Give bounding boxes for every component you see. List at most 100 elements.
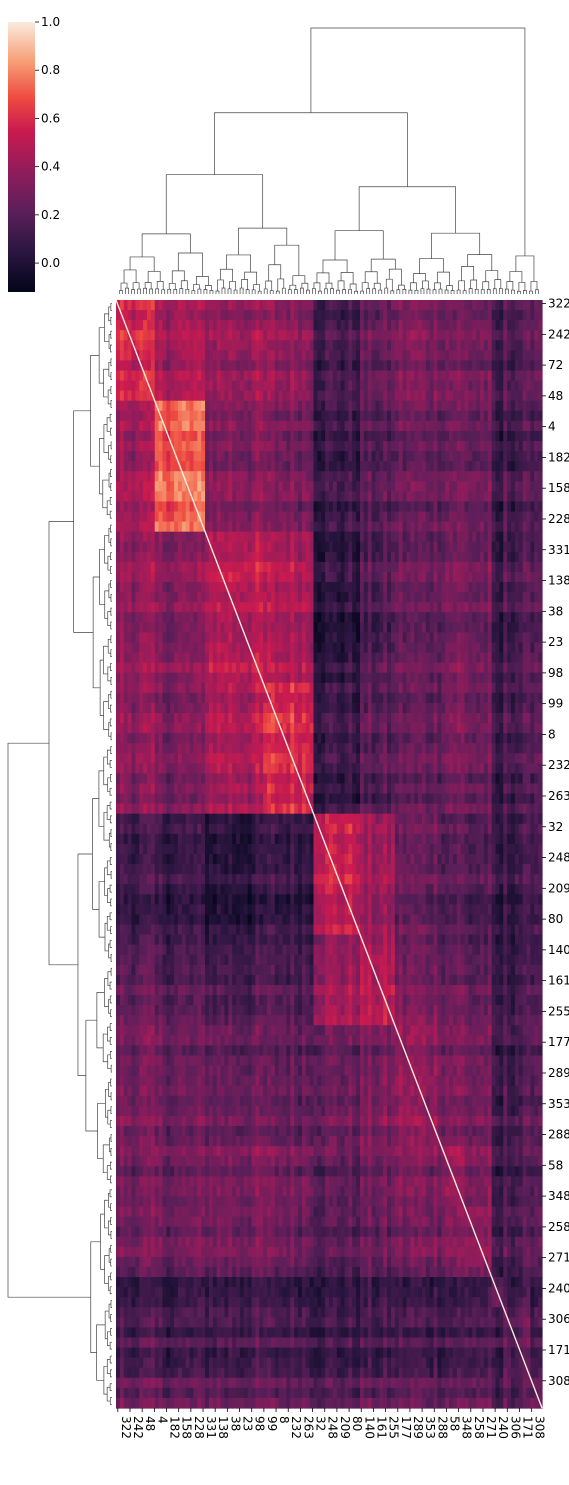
- heatmap-cell: [507, 451, 512, 462]
- heatmap-cell: [220, 642, 226, 654]
- heatmap-cell: [460, 652, 466, 664]
- heatmap-cell: [139, 632, 144, 644]
- heatmap-cell: [460, 330, 466, 341]
- heatmap-cell: [301, 350, 307, 362]
- heatmap-cell: [449, 400, 454, 412]
- heatmap-cell: [367, 501, 373, 513]
- heatmap-cell: [305, 430, 311, 442]
- heatmap-cell: [301, 380, 307, 392]
- heatmap-cell: [143, 360, 148, 372]
- heatmap-cell: [414, 420, 419, 432]
- heatmap-cell: [383, 300, 388, 311]
- heatmap-cell: [325, 692, 330, 704]
- heatmap-cell: [534, 320, 539, 331]
- heatmap-cell: [367, 571, 373, 583]
- heatmap-cell: [425, 682, 431, 694]
- dendrogram-link: [123, 269, 137, 284]
- heatmap-cell: [135, 441, 140, 452]
- heatmap-cell: [251, 501, 257, 513]
- dendrogram-link: [97, 1102, 106, 1160]
- heatmap-cell: [247, 300, 253, 311]
- dendrogram-link: [325, 282, 333, 289]
- heatmap-cell: [321, 330, 326, 341]
- heatmap-cell: [270, 330, 276, 341]
- dendrogram-link: [110, 677, 112, 685]
- heatmap-cell: [483, 340, 489, 351]
- heatmap-cell: [476, 692, 481, 704]
- heatmap-cell: [220, 702, 226, 714]
- heatmap-cell: [294, 652, 299, 664]
- heatmap-cell: [135, 551, 140, 563]
- heatmap-cell: [286, 310, 291, 321]
- heatmap-cell: [367, 582, 373, 593]
- heatmap-cell: [220, 310, 226, 321]
- heatmap-cell: [511, 561, 516, 573]
- heatmap-cell: [185, 531, 191, 543]
- heatmap-cell: [406, 511, 411, 523]
- heatmap-cell: [418, 501, 423, 513]
- heatmap-cell: [259, 300, 264, 311]
- heatmap-cell: [487, 491, 493, 503]
- heatmap-cell: [197, 370, 202, 382]
- heatmap-cell: [228, 491, 233, 503]
- dendrogram-link: [110, 1328, 112, 1336]
- heatmap-cell: [220, 360, 226, 372]
- dendrogram-link: [396, 289, 401, 294]
- heatmap-cell: [286, 521, 291, 533]
- heatmap-cell: [441, 350, 446, 362]
- dendrogram-link: [275, 290, 280, 294]
- heatmap-cell: [216, 430, 222, 442]
- heatmap-cell: [441, 471, 446, 482]
- heatmap-cell: [421, 400, 427, 412]
- heatmap-cell: [166, 471, 171, 482]
- heatmap-cell: [476, 511, 481, 523]
- heatmap-cell: [483, 511, 489, 523]
- heatmap-cell: [363, 622, 369, 633]
- heatmap-cell: [208, 592, 214, 603]
- heatmap-cell: [243, 320, 249, 331]
- dendrogram-link: [318, 290, 322, 294]
- heatmap-cell: [321, 723, 326, 734]
- heatmap-cell: [135, 662, 140, 674]
- dendrogram-link: [340, 272, 354, 284]
- heatmap-cell: [534, 400, 539, 412]
- heatmap-cell: [298, 511, 303, 523]
- heatmap-cell: [282, 602, 287, 613]
- heatmap-cell: [313, 300, 318, 311]
- heatmap-cell: [267, 441, 272, 452]
- heatmap-cell: [239, 551, 245, 563]
- heatmap-cell: [418, 642, 423, 654]
- heatmap-cell: [421, 390, 427, 402]
- heatmap-cell: [127, 702, 133, 714]
- heatmap-cell: [232, 300, 237, 311]
- heatmap-cell: [356, 712, 361, 724]
- heatmap-cell: [359, 692, 365, 704]
- heatmap-cell: [267, 602, 272, 613]
- heatmap-cell: [150, 682, 156, 694]
- heatmap-cell: [301, 400, 307, 412]
- heatmap-cell: [305, 561, 311, 573]
- heatmap-cell: [356, 481, 361, 492]
- heatmap-cell: [534, 541, 539, 553]
- dendrogram-link: [129, 256, 155, 272]
- heatmap-cell: [201, 370, 206, 382]
- heatmap-cell: [251, 511, 257, 523]
- heatmap-cell: [487, 410, 493, 422]
- heatmap-cell: [352, 461, 357, 472]
- dendrogram-link: [413, 273, 426, 283]
- heatmap-cell: [321, 410, 326, 422]
- heatmap-cell: [452, 592, 458, 603]
- heatmap-cell: [511, 582, 516, 593]
- heatmap-cell: [329, 592, 334, 603]
- heatmap-cell: [503, 592, 508, 603]
- heatmap-cell: [282, 723, 287, 734]
- heatmap-cell: [460, 400, 466, 412]
- heatmap-cell: [232, 310, 237, 321]
- heatmap-cell: [123, 642, 129, 654]
- heatmap-cell: [487, 350, 493, 362]
- heatmap-cell: [429, 410, 435, 422]
- heatmap-cell: [359, 491, 365, 503]
- heatmap-cell: [212, 330, 218, 341]
- heatmap-cell: [208, 551, 214, 563]
- heatmap-cell: [518, 592, 524, 603]
